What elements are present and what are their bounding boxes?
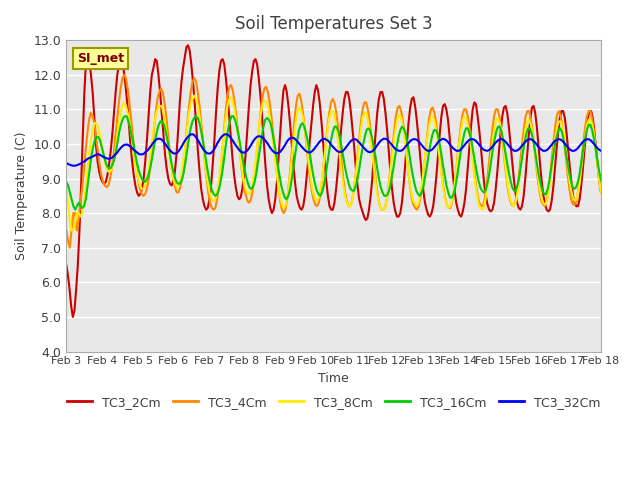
- TC3_4Cm: [453, 156, 461, 162]
- Y-axis label: Soil Temperature (C): Soil Temperature (C): [15, 132, 28, 260]
- TC3_16Cm: [437, 150, 445, 156]
- TC3_4Cm: [66, 245, 74, 251]
- Line: TC3_8Cm: TC3_8Cm: [67, 96, 601, 230]
- TC3_8Cm: [253, 141, 261, 147]
- TC3_16Cm: [556, 125, 564, 131]
- TC3_16Cm: [597, 178, 605, 183]
- TC3_16Cm: [499, 138, 507, 144]
- TC3_4Cm: [63, 228, 70, 233]
- TC3_2Cm: [459, 208, 467, 214]
- Line: TC3_4Cm: TC3_4Cm: [67, 75, 601, 248]
- TC3_32Cm: [88, 154, 95, 160]
- TC3_2Cm: [465, 144, 473, 150]
- TC3_4Cm: [538, 198, 545, 204]
- TC3_16Cm: [71, 207, 79, 213]
- TC3_8Cm: [191, 93, 198, 98]
- TC3_32Cm: [69, 163, 77, 168]
- TC3_32Cm: [283, 139, 291, 144]
- TC3_4Cm: [253, 144, 261, 150]
- TC3_8Cm: [597, 190, 605, 195]
- TC3_8Cm: [317, 186, 324, 192]
- TC3_2Cm: [69, 314, 77, 320]
- TC3_32Cm: [74, 162, 82, 168]
- TC3_2Cm: [63, 262, 70, 268]
- TC3_4Cm: [120, 72, 128, 78]
- TC3_8Cm: [453, 158, 461, 164]
- X-axis label: Time: Time: [318, 372, 349, 385]
- TC3_8Cm: [538, 195, 545, 201]
- Line: TC3_2Cm: TC3_2Cm: [67, 45, 601, 317]
- TC3_16Cm: [238, 153, 246, 159]
- Text: SI_met: SI_met: [77, 52, 124, 65]
- TC3_32Cm: [597, 148, 605, 154]
- TC3_4Cm: [317, 191, 324, 197]
- TC3_2Cm: [408, 96, 415, 102]
- TC3_8Cm: [436, 156, 444, 162]
- TC3_32Cm: [344, 142, 352, 147]
- TC3_4Cm: [436, 151, 444, 157]
- TC3_8Cm: [68, 228, 76, 233]
- TC3_8Cm: [63, 182, 70, 188]
- TC3_8Cm: [238, 164, 246, 169]
- TC3_2Cm: [100, 181, 108, 187]
- TC3_32Cm: [76, 161, 84, 167]
- TC3_16Cm: [574, 179, 582, 185]
- TC3_16Cm: [63, 179, 70, 185]
- TC3_16Cm: [570, 186, 578, 192]
- TC3_2Cm: [153, 58, 161, 64]
- TC3_32Cm: [188, 132, 196, 137]
- TC3_2Cm: [327, 207, 335, 213]
- TC3_2Cm: [184, 42, 192, 48]
- TC3_4Cm: [597, 190, 605, 195]
- TC3_16Cm: [121, 113, 129, 119]
- Line: TC3_32Cm: TC3_32Cm: [67, 134, 601, 166]
- TC3_32Cm: [263, 139, 271, 145]
- Legend: TC3_2Cm, TC3_4Cm, TC3_8Cm, TC3_16Cm, TC3_32Cm: TC3_2Cm, TC3_4Cm, TC3_8Cm, TC3_16Cm, TC3…: [61, 391, 605, 414]
- TC3_4Cm: [238, 165, 246, 171]
- Title: Soil Temperatures Set 3: Soil Temperatures Set 3: [235, 15, 433, 33]
- TC3_2Cm: [597, 190, 605, 195]
- TC3_32Cm: [63, 160, 70, 166]
- Line: TC3_16Cm: TC3_16Cm: [67, 116, 601, 210]
